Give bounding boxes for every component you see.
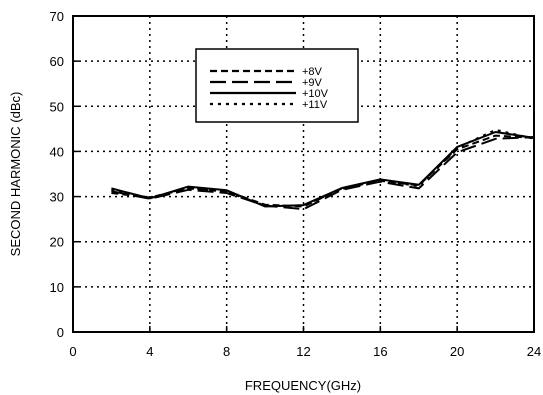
x-tick-label: 12 [296,344,310,359]
legend-label-0: +8V [302,66,323,78]
ticks: 0 4 8 12 16 20 24 0 10 20 30 40 50 60 70 [50,9,542,359]
series-line-1 [111,136,535,211]
series-line-2 [111,131,535,208]
x-tick-label: 0 [69,344,76,359]
x-axis-title: FREQUENCY(GHz) [245,378,361,393]
y-tick-label: 50 [50,99,64,114]
y-tick-label: 30 [50,190,64,205]
y-tick-label: 40 [50,144,64,159]
y-tick-label: 10 [50,280,64,295]
x-tick-label: 4 [146,344,153,359]
grid [73,16,534,332]
x-tick-label: 8 [223,344,230,359]
y-axis-title: SECOND HARMONIC (dBc) [8,92,23,257]
x-tick-label: 20 [450,344,464,359]
series-line-3 [111,128,535,207]
y-tick-label: 0 [57,325,64,340]
series-lines [111,128,535,211]
x-tick-label: 16 [373,344,387,359]
y-tick-label: 60 [50,54,64,69]
x-tick-label: 24 [527,344,541,359]
y-tick-label: 70 [50,9,64,24]
legend-box [195,48,359,123]
legend: +8V+9V+10V+11V [195,48,359,123]
legend-label-2: +10V [302,88,329,100]
y-tick-label: 20 [50,235,64,250]
legend-label-3: +11V [302,99,328,111]
legend-label-1: +9V [302,77,323,89]
